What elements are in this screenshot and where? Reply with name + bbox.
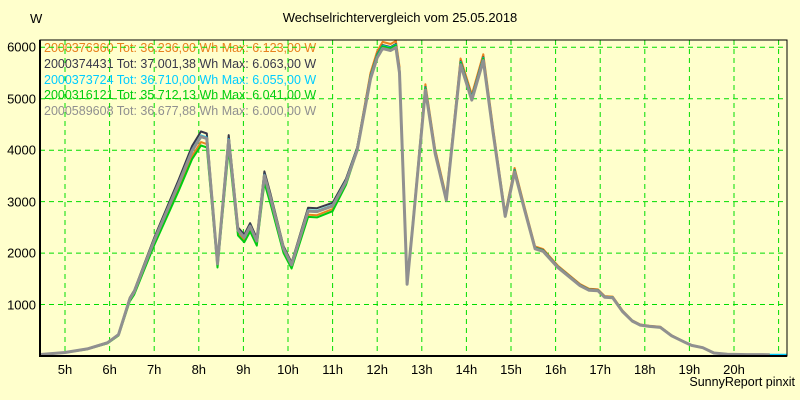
x-tick-label-17h: 17h [589,362,612,377]
credit-text: SunnyReport pinxit [689,375,795,389]
x-tick-label-19h: 19h [678,362,701,377]
legend-entry-2000316121: 2000316121 Tot: 35.712,13 Wh Max: 6.041,… [44,88,317,103]
x-tick-label-9h: 9h [236,362,251,377]
x-tick-label-20h: 20h [723,362,745,377]
chart-title: Wechselrichtervergleich vom 25.05.2018 [282,10,518,25]
x-tick-label-5h: 5h [57,362,73,377]
legend: 2000376360 Tot: 36.236,00 Wh Max: 6.123,… [44,41,316,120]
y-tick-label-5000: 5000 [7,91,36,107]
x-tick-label-8h: 8h [191,362,207,377]
y-axis-unit-label: W [30,11,43,26]
y-tick-label-3000: 3000 [7,194,36,210]
x-tick-label-12h: 12h [366,362,389,377]
y-tick-label-2000: 2000 [7,245,36,261]
y-tick-label-4000: 4000 [7,142,36,158]
x-tick-label-13h: 13h [410,362,433,377]
legend-entry-2000374431: 2000374431 Tot: 37.001,38 Wh Max: 6.063,… [44,56,317,71]
x-tick-label-10h: 10h [277,362,299,377]
y-tick-label-6000: 6000 [7,39,36,55]
x-tick-label-7h: 7h [146,362,162,377]
x-tick-label-15h: 15h [500,362,522,377]
legend-entry-2000589608: 2000589608 Tot: 36.677,88 Wh Max: 6.000,… [44,104,317,119]
legend-entry-2000373724: 2000373724 Tot: 36.710,00 Wh Max: 6.055,… [44,72,317,87]
y-tick-label-1000: 1000 [7,297,36,313]
legend-entry-2000376360: 2000376360 Tot: 36.236,00 Wh Max: 6.123,… [44,41,317,55]
x-tick-label-18h: 18h [633,362,656,377]
x-tick-label-11h: 11h [322,362,343,377]
x-tick-label-6h: 6h [102,362,117,377]
x-tick-label-16h: 16h [544,362,567,377]
x-tick-label-14h: 14h [455,362,478,377]
